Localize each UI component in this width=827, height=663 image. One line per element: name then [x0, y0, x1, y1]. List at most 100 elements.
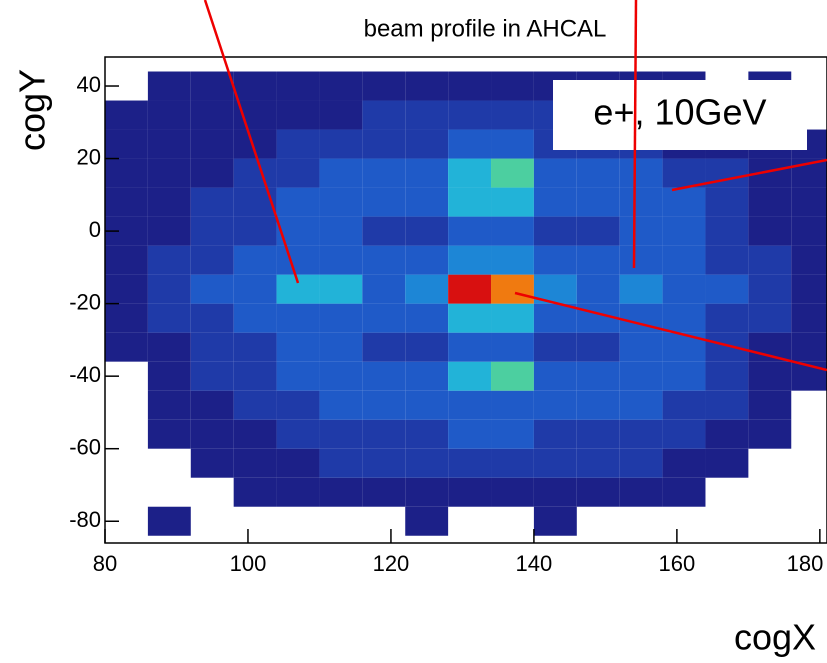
heatmap-cell	[533, 216, 577, 246]
heatmap-cell	[190, 274, 234, 304]
annotation: e+, 10GeV	[593, 92, 766, 133]
heatmap-cell	[190, 419, 234, 449]
heatmap-cell	[748, 216, 792, 246]
heatmap-cell	[319, 448, 363, 478]
heatmap-cell	[619, 216, 663, 246]
heatmap-cell	[448, 361, 492, 391]
heatmap-cell	[405, 129, 449, 159]
heatmap-cell	[190, 216, 234, 246]
heatmap-cell	[791, 303, 827, 333]
heatmap-cell	[233, 448, 277, 478]
heatmap-cell	[662, 390, 706, 420]
heatmap-cell	[619, 419, 663, 449]
heatmap-cell	[448, 216, 492, 246]
heatmap-cell	[147, 390, 191, 420]
heatmap-cell	[405, 245, 449, 275]
heatmap-cell	[276, 390, 320, 420]
plot-frame	[104, 56, 827, 544]
heatmap-cell	[533, 448, 577, 478]
heatmap-cell	[705, 274, 749, 304]
x-tick-label: 180	[787, 551, 824, 576]
heatmap-cell	[405, 100, 449, 130]
heatmap-cell	[319, 361, 363, 391]
heatmap-cell	[705, 448, 749, 478]
heatmap-cell	[491, 448, 534, 478]
heatmap-cell	[491, 274, 534, 304]
heatmap-cell	[233, 71, 277, 101]
heatmap-cell	[662, 216, 706, 246]
heatmap-cell	[705, 187, 749, 217]
pointer-line	[203, 0, 300, 284]
heatmap-cell	[405, 477, 449, 507]
heatmap-cell	[147, 187, 191, 217]
heatmap-cell	[448, 245, 492, 275]
heatmap-cell	[405, 448, 449, 478]
heatmap-cell	[662, 419, 706, 449]
chart-title: beam profile in AHCAL	[364, 15, 607, 42]
heatmap-cell	[276, 187, 320, 217]
heatmap-cell	[791, 332, 827, 362]
heatmap-cell	[448, 303, 492, 333]
heatmap-cell	[405, 71, 449, 101]
heatmap-cell	[748, 419, 792, 449]
heatmap-cell	[491, 129, 534, 159]
heatmap-cell	[233, 361, 277, 391]
heatmap-cell	[105, 100, 148, 130]
heatmap-cell	[619, 187, 663, 217]
heatmap-cell	[105, 129, 148, 159]
heatmap-cell	[362, 448, 406, 478]
heatmap-cell	[662, 448, 706, 478]
heatmap-cell	[319, 129, 363, 159]
heatmap-cell	[362, 100, 406, 130]
heatmap-cell	[405, 303, 449, 333]
heatmap-cell	[233, 390, 277, 420]
heatmap-cell	[662, 158, 706, 188]
heatmap-cell	[190, 100, 234, 130]
heatmap-cell	[362, 303, 406, 333]
heatmap-cell	[705, 303, 749, 333]
heatmap-cell	[576, 216, 620, 246]
heatmap-cell	[147, 419, 191, 449]
y-tick-label: 40	[77, 72, 101, 97]
heatmap-cell	[533, 187, 577, 217]
heatmap-cell	[533, 245, 577, 275]
x-tick-label: 80	[93, 551, 117, 576]
x-tick-label: 120	[373, 551, 410, 576]
heatmap-cell	[362, 274, 406, 304]
heatmap-cell	[190, 245, 234, 275]
heatmap-cell	[362, 477, 406, 507]
heatmap-cell	[233, 303, 277, 333]
heatmap-cell	[405, 419, 449, 449]
heatmap-cell	[319, 274, 363, 304]
heatmap-cell	[276, 332, 320, 362]
heatmap-cell	[491, 158, 534, 188]
heatmap-cell	[105, 187, 148, 217]
heatmap-cell	[233, 158, 277, 188]
heatmap-cell	[276, 303, 320, 333]
heatmap-cell	[276, 100, 320, 130]
heatmap-cell	[791, 274, 827, 304]
y-tick-label: 0	[89, 217, 101, 242]
heatmap-cell	[576, 274, 620, 304]
heatmap-cell	[533, 477, 577, 507]
heatmap-cell	[319, 303, 363, 333]
heatmap-cell	[791, 216, 827, 246]
pointer-line	[514, 291, 827, 372]
heatmap-cell	[405, 361, 449, 391]
heatmap-cell	[748, 332, 792, 362]
heatmap-cell	[448, 158, 492, 188]
heatmap-cell	[276, 361, 320, 391]
heatmap-cell	[276, 129, 320, 159]
heatmap-cell	[233, 216, 277, 246]
heatmap-cell	[748, 274, 792, 304]
heatmap-cell	[105, 158, 148, 188]
heatmap-cell	[619, 448, 663, 478]
heatmap-cell	[147, 361, 191, 391]
heatmap-cell	[276, 419, 320, 449]
heatmap-cell	[105, 245, 148, 275]
heatmap-cell	[405, 187, 449, 217]
heatmap-cell	[748, 245, 792, 275]
heatmap-cell	[362, 71, 406, 101]
heatmap-cell	[362, 332, 406, 362]
